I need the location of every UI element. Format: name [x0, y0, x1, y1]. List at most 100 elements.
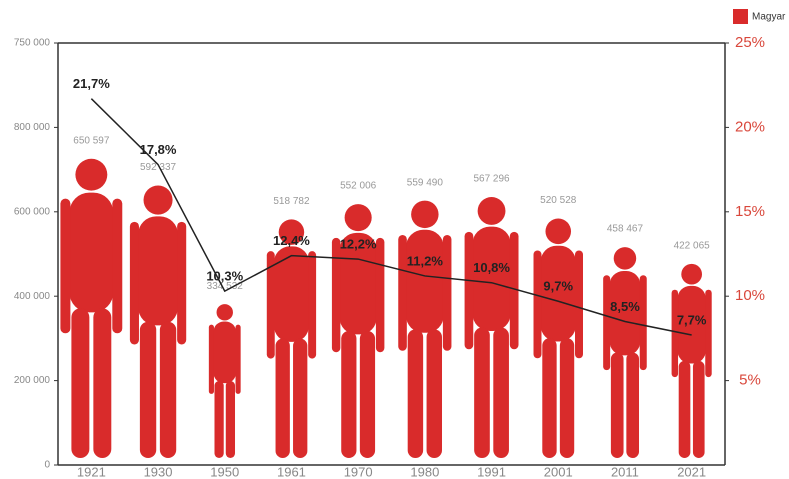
- percent-label: 21,7%: [73, 76, 110, 91]
- figure-head: [143, 185, 173, 215]
- figure-body: [472, 226, 511, 332]
- figure-leg: [71, 308, 90, 458]
- figure-head: [477, 197, 506, 225]
- figure-leg: [559, 338, 575, 458]
- figure-head: [411, 200, 439, 229]
- figure-arm: [129, 221, 139, 345]
- x-tick-label: 1970: [344, 464, 373, 479]
- figure-leg: [139, 321, 157, 458]
- x-tick-label: 2021: [677, 464, 706, 479]
- figure-leg: [214, 381, 224, 458]
- percent-label: 7,7%: [677, 312, 707, 327]
- person-figure: [603, 247, 647, 458]
- figure-leg: [474, 327, 490, 458]
- legend-swatch: [733, 9, 748, 24]
- y-tick-label: 200 000: [14, 375, 51, 386]
- figure-arm: [266, 251, 275, 359]
- person-figure: [464, 197, 519, 458]
- x-tick-label: 1961: [277, 464, 306, 479]
- percent-label: 12,4%: [273, 233, 310, 248]
- figure-leg: [407, 329, 424, 458]
- share-line: [90, 98, 692, 336]
- figure-arm: [398, 234, 407, 351]
- person-figure: [60, 158, 123, 458]
- x-tick-label: 2001: [544, 464, 573, 479]
- percent-label: 17,8%: [140, 142, 177, 157]
- percent-label: 8,5%: [610, 299, 640, 314]
- x-tick-label: 1930: [144, 464, 173, 479]
- figure-body: [609, 271, 641, 356]
- y2-tick-label: 20%: [735, 118, 765, 135]
- x-tick-label: 1980: [410, 464, 439, 479]
- figure-arm: [603, 275, 611, 371]
- figure-leg: [610, 352, 624, 458]
- figure-leg: [225, 381, 236, 458]
- value-label: 559 490: [407, 177, 444, 188]
- value-label: 552 006: [340, 181, 377, 192]
- person-figure: [129, 185, 187, 458]
- figure-arm: [112, 198, 123, 334]
- legend-label: Magyar: [752, 12, 786, 23]
- value-label: 567 296: [473, 174, 510, 185]
- figure-arm: [177, 221, 187, 345]
- y-tick-label: 800 000: [14, 122, 51, 133]
- value-label: 518 782: [273, 196, 310, 207]
- figure-leg: [359, 331, 376, 458]
- figure-arm: [308, 251, 317, 359]
- value-label: 592 337: [140, 162, 177, 173]
- figure-arm: [533, 250, 542, 359]
- y-tick-label: 0: [44, 460, 50, 471]
- figure-leg: [159, 321, 177, 458]
- y-tick-label: 750 000: [14, 38, 51, 49]
- x-tick-label: 1950: [210, 464, 239, 479]
- value-label: 650 597: [73, 135, 110, 146]
- person-figure: [208, 304, 241, 458]
- figure-leg: [426, 329, 443, 458]
- figure-head: [681, 263, 703, 285]
- figure-body: [677, 285, 706, 364]
- figure-body: [405, 229, 444, 333]
- percent-label: 9,7%: [543, 279, 573, 294]
- figure-leg: [626, 352, 640, 458]
- y-tick-label: 600 000: [14, 206, 51, 217]
- y-tick-label: 400 000: [14, 291, 51, 302]
- value-label: 334 532: [207, 281, 244, 292]
- y2-tick-label: 15%: [735, 203, 765, 220]
- figure-arm: [671, 289, 679, 378]
- figure-arm: [375, 237, 385, 353]
- figure-leg: [692, 360, 705, 458]
- figure-leg: [341, 331, 357, 458]
- figure-arm: [509, 231, 519, 350]
- figure-body: [213, 321, 237, 384]
- figure-leg: [678, 360, 691, 458]
- value-label: 422 065: [674, 240, 711, 251]
- figure-arm: [442, 234, 452, 351]
- figure-arm: [60, 198, 71, 334]
- figure-arm: [639, 275, 647, 371]
- person-figure: [671, 263, 712, 458]
- percent-label: 10,3%: [206, 269, 243, 284]
- figure-leg: [275, 338, 290, 458]
- y2-tick-label: 5%: [739, 372, 761, 389]
- x-tick-label: 2011: [611, 464, 639, 479]
- value-label: 520 528: [540, 195, 577, 206]
- figure-arm: [575, 250, 583, 359]
- figure-body: [69, 192, 114, 313]
- figure-head: [278, 219, 305, 245]
- figure-arm: [464, 231, 474, 350]
- figure-head: [216, 304, 233, 321]
- figure-head: [344, 204, 372, 232]
- x-tick-label: 1921: [77, 464, 106, 479]
- figure-leg: [293, 338, 308, 458]
- percent-label: 12,2%: [340, 237, 377, 252]
- figure-leg: [93, 308, 112, 458]
- figure-leg: [542, 338, 557, 458]
- figure-arm: [705, 289, 712, 378]
- figure-head: [75, 158, 108, 191]
- person-figure: [266, 219, 317, 458]
- figure-arm: [208, 324, 214, 394]
- percent-label: 11,2%: [407, 253, 444, 268]
- figure-body: [540, 245, 576, 342]
- figure-body: [138, 216, 179, 326]
